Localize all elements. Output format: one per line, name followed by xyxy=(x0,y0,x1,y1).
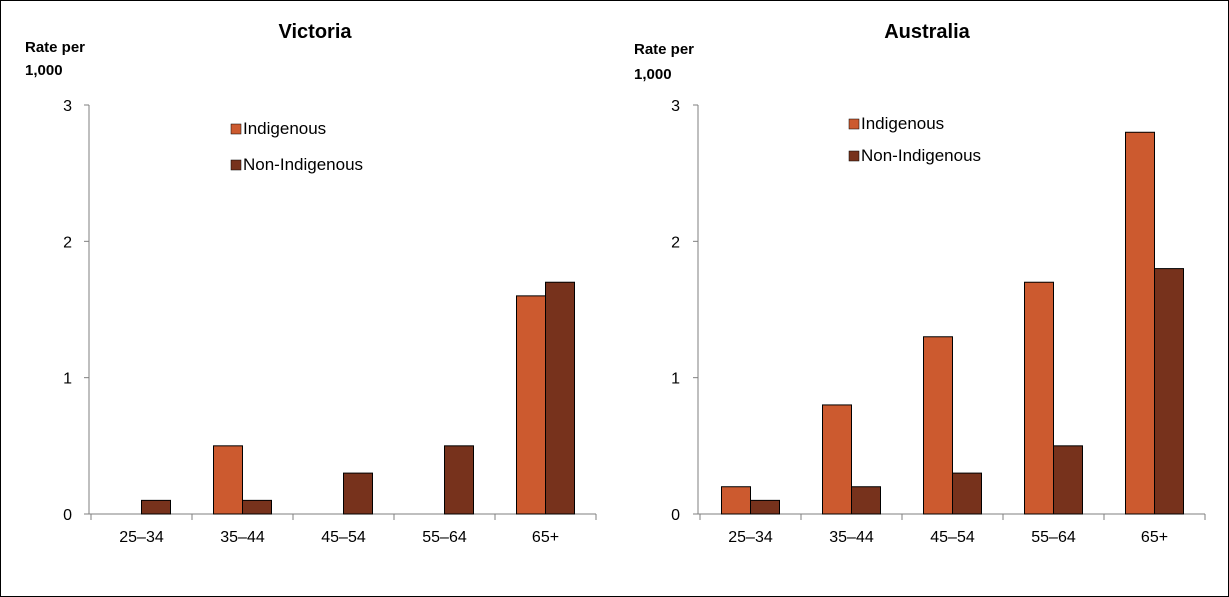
chart-1-y-axis-label-line1: Rate per xyxy=(634,41,694,58)
chart-0-y-tick-label: 3 xyxy=(63,98,72,115)
chart-0-x-tick-label: 35–44 xyxy=(220,529,265,546)
chart-1-title: Australia xyxy=(884,21,970,43)
chart-1-bar-indigenous xyxy=(923,336,953,515)
chart-0-y-tick-label: 2 xyxy=(63,234,72,251)
chart-0-bar-non-indigenous xyxy=(343,472,373,515)
chart-0-x-tick-label: 45–54 xyxy=(321,529,366,546)
chart-1-x-tick-label: 45–54 xyxy=(930,529,975,546)
chart-0-legend-label-0: Indigenous xyxy=(243,119,326,138)
chart-1-legend-swatch-1 xyxy=(848,150,860,162)
chart-0-legend-swatch-0 xyxy=(230,123,242,135)
chart-1-legend-label-0: Indigenous xyxy=(861,114,944,133)
chart-0-bar-non-indigenous xyxy=(141,499,171,515)
chart-1-y-tick-label: 1 xyxy=(671,371,680,388)
chart-1-legend-swatch-0 xyxy=(848,118,860,130)
chart-1-bar-indigenous xyxy=(822,404,852,515)
chart-1-y-axis-label-line2: 1,000 xyxy=(634,66,672,83)
chart-1-x-tick-label: 35–44 xyxy=(829,529,874,546)
chart-1-bar-non-indigenous xyxy=(1053,445,1083,515)
chart-0-bar-non-indigenous xyxy=(242,499,272,515)
chart-1-bar-non-indigenous xyxy=(1154,268,1184,515)
chart-1-legend-label-1: Non-Indigenous xyxy=(861,146,981,165)
chart-0-x-tick-label: 65+ xyxy=(532,529,559,546)
chart-1-x-tick-label: 55–64 xyxy=(1031,529,1076,546)
chart-1-bar-non-indigenous xyxy=(750,499,780,515)
chart-0-x-tick-label: 55–64 xyxy=(422,529,467,546)
chart-0-x-tick-label: 25–34 xyxy=(119,529,164,546)
chart-0-bar-indigenous xyxy=(213,445,243,515)
chart-0-bar-non-indigenous xyxy=(545,281,575,515)
chart-1-bar-indigenous xyxy=(1125,131,1155,515)
chart-0-y-axis-label-line2: 1,000 xyxy=(25,62,63,79)
chart-1-x-tick-label: 25–34 xyxy=(728,529,773,546)
chart-1-y-tick-label: 0 xyxy=(671,507,680,524)
chart-1-y-tick-label: 3 xyxy=(671,98,680,115)
chart-0-y-tick-label: 1 xyxy=(63,371,72,388)
chart-1-bar-non-indigenous xyxy=(952,472,982,515)
chart-0-y-axis-label-line1: Rate per xyxy=(25,39,85,56)
chart-1-y-tick-label: 2 xyxy=(671,234,680,251)
chart-0-bar-indigenous xyxy=(516,295,546,515)
chart-1-bar-indigenous xyxy=(721,486,751,515)
chart-0-legend-label-1: Non-Indigenous xyxy=(243,155,363,174)
chart-0-legend-swatch-1 xyxy=(230,159,242,171)
chart-1-x-tick-label: 65+ xyxy=(1141,529,1168,546)
chart-0-bar-non-indigenous xyxy=(444,445,474,515)
chart-1-bar-non-indigenous xyxy=(851,486,881,515)
chart-0-title: Victoria xyxy=(279,21,353,43)
chart-0-y-tick-label: 0 xyxy=(63,507,72,524)
chart-1-bar-indigenous xyxy=(1024,281,1054,515)
